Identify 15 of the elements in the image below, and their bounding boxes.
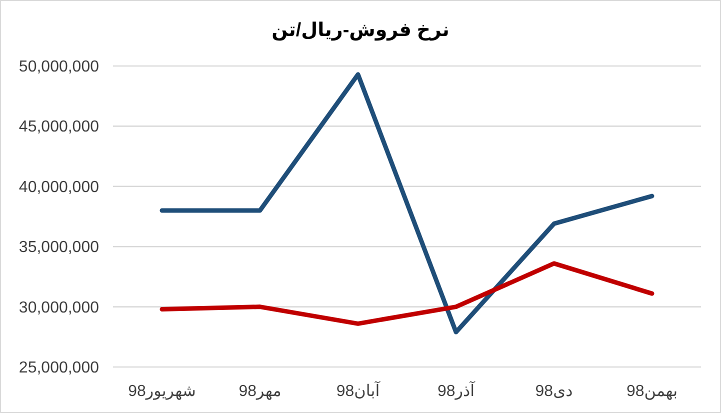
x-tick-label: دی98: [535, 383, 573, 400]
line-series: [160, 261, 654, 326]
x-tick-label: آبان98: [336, 380, 382, 400]
x-tick-label: آذر98: [437, 380, 476, 400]
chart-title: نرخ فروش-ریال/تن: [272, 20, 450, 41]
y-tick-label: 45,000,000: [18, 118, 100, 136]
x-tick-label: مهر98: [238, 383, 282, 400]
line-series: [160, 72, 654, 334]
x-tick-label: بهمن98: [626, 383, 678, 400]
y-tick-label: 40,000,000: [18, 178, 100, 196]
y-tick-label: 30,000,000: [18, 299, 100, 316]
y-tick-label: 50,000,000: [18, 58, 100, 76]
x-tick-label: شهریور98: [128, 383, 196, 400]
y-tick-label: 25,000,000: [18, 360, 100, 376]
y-tick-label: 35,000,000: [18, 239, 100, 256]
